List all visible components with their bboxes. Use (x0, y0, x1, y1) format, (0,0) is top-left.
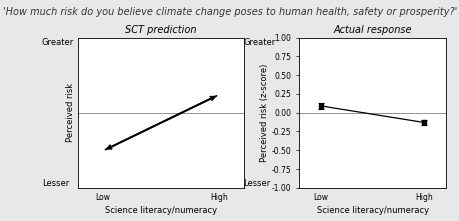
Text: Greater: Greater (42, 38, 74, 47)
Title: SCT prediction: SCT prediction (125, 25, 196, 35)
X-axis label: Science literacy/numeracy: Science literacy/numeracy (316, 206, 428, 215)
Text: Lesser: Lesser (42, 179, 69, 188)
Y-axis label: Perceived risk (z-score): Perceived risk (z-score) (259, 63, 268, 162)
X-axis label: Science literacy/numeracy: Science literacy/numeracy (105, 206, 217, 215)
Y-axis label: Perceived risk: Perceived risk (66, 83, 75, 142)
Text: 'How much risk do you believe climate change poses to human health, safety or pr: 'How much risk do you believe climate ch… (3, 7, 456, 17)
Text: Greater: Greater (242, 38, 275, 47)
Text: Lesser: Lesser (242, 179, 270, 188)
Title: Actual response: Actual response (333, 25, 411, 35)
